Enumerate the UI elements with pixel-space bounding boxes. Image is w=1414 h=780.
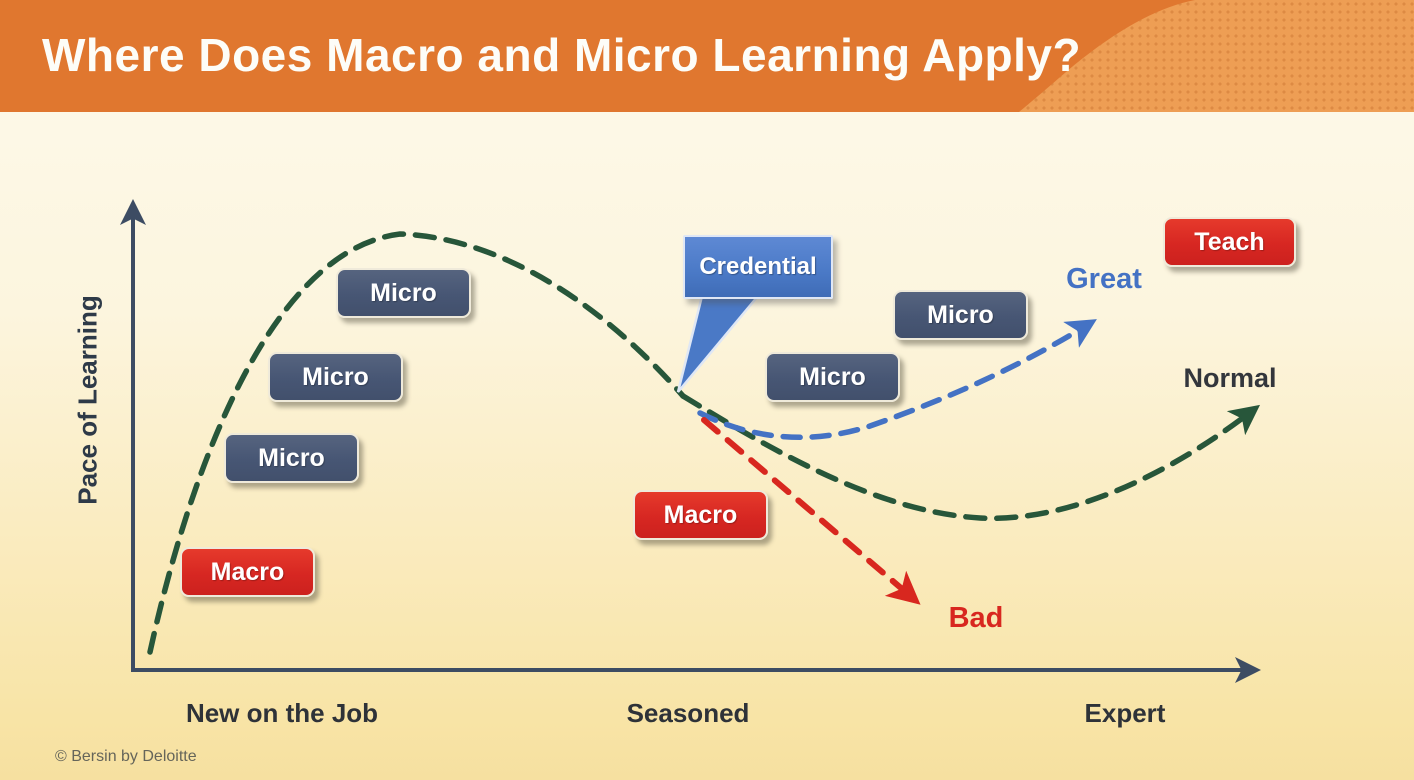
great-path-arrow <box>697 319 1097 441</box>
x-axis-label-expert: Expert <box>1084 698 1166 728</box>
normal-label: Normal <box>1183 363 1277 393</box>
micro-tag-expert-1: Micro <box>765 352 900 402</box>
bad-path-arrow <box>701 417 921 605</box>
bad-label: Bad <box>948 602 1004 634</box>
micro-tag-new-job-3: Micro <box>336 268 471 318</box>
micro-tag-expert-2: Micro <box>893 290 1028 340</box>
macro-tag-seasoned: Macro <box>633 490 768 540</box>
credential-callout-tail <box>676 294 761 393</box>
micro-tag-new-job-1: Micro <box>224 433 359 483</box>
normal-path-arrow <box>680 393 1261 521</box>
great-label: Great <box>1066 263 1142 295</box>
page-title: Where Does Macro and Micro Learning Appl… <box>42 28 1082 81</box>
header-dark-shape <box>0 0 1195 112</box>
header-shape-path <box>0 0 1195 112</box>
y-axis-label: Pace of Learning <box>72 295 103 505</box>
macro-tag-new-job: Macro <box>180 547 315 597</box>
x-axis-label-new-on-the-job: New on the Job <box>185 698 379 728</box>
credential-callout: Credential <box>683 235 833 299</box>
x-axis-label-seasoned: Seasoned <box>626 698 750 728</box>
header-banner: Where Does Macro and Micro Learning Appl… <box>0 0 1414 112</box>
learning-curve-main <box>147 231 686 655</box>
micro-tag-new-job-2: Micro <box>268 352 403 402</box>
teach-tag: Teach <box>1163 217 1296 267</box>
copyright-text: © Bersin by Deloitte <box>55 748 197 765</box>
